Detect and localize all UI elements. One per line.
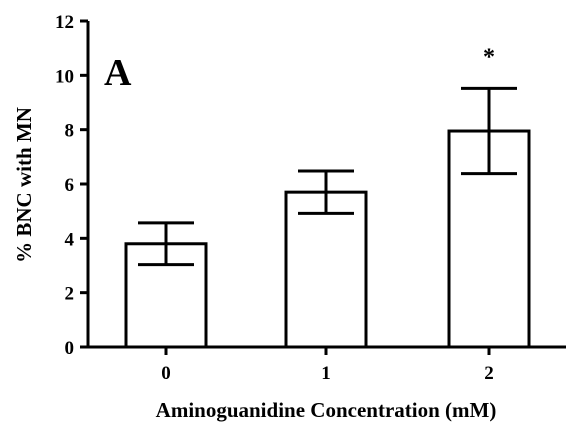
significance-marker-2: * bbox=[483, 44, 495, 70]
y-axis-title: % BNC with MN bbox=[12, 107, 36, 263]
panel-label: A bbox=[104, 52, 132, 94]
y-tick-label-8: 8 bbox=[65, 121, 75, 142]
x-tick-label-0: 0 bbox=[161, 363, 171, 384]
bar-1 bbox=[284, 190, 368, 349]
x-axis-title: Aminoguanidine Concentration (mM) bbox=[156, 398, 497, 422]
y-tick-label-4: 4 bbox=[65, 229, 75, 250]
y-tick-label-10: 10 bbox=[55, 66, 74, 87]
y-tick-label-12: 12 bbox=[55, 12, 74, 33]
y-tick-label-6: 6 bbox=[65, 175, 75, 196]
y-tick-label-0: 0 bbox=[65, 338, 75, 359]
y-tick-label-2: 2 bbox=[65, 284, 75, 305]
x-tick-label-2: 2 bbox=[484, 363, 494, 384]
bars-layer: * bbox=[124, 44, 531, 349]
x-tick-label-1: 1 bbox=[321, 363, 331, 384]
